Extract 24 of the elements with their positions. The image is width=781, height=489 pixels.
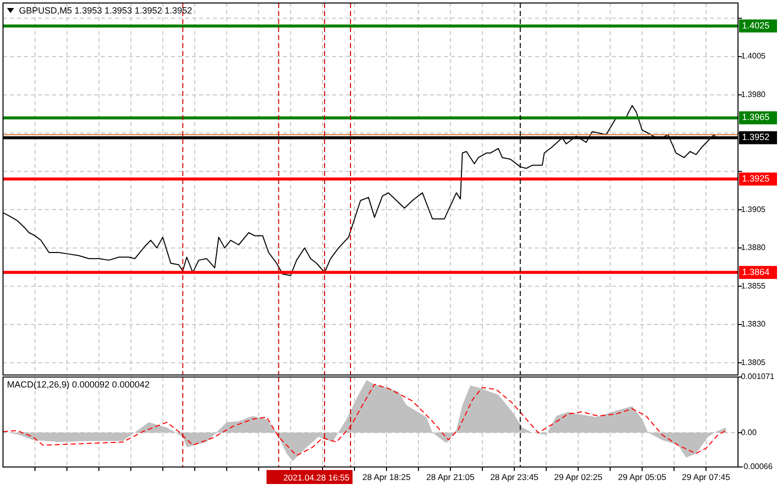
y-tick-label: 1.3880 (741, 243, 766, 252)
chart-title: GBPUSD,M5 1.3953 1.3953 1.3952 1.3952 (19, 5, 192, 16)
ref-line-label: 1.3864 (742, 266, 770, 277)
x-tick-label: 28 Apr 18:25 (362, 472, 411, 482)
ref-line-label: 1.3965 (742, 112, 770, 122)
y-tick-label: 1.3855 (741, 281, 766, 290)
x-tick-label: 28 Apr 23:45 (490, 472, 539, 482)
chart-title: MACD(12,26,9) 0.000092 0.000042 (7, 379, 150, 390)
y-tick-label: 1.3830 (741, 320, 766, 329)
x-tick-label: 29 Apr 07:45 (682, 472, 730, 482)
y-tick-label: -0.00066 (741, 462, 774, 472)
y-tick-label: 1.3905 (741, 204, 766, 214)
y-tick-label: 0.001071 (741, 372, 775, 382)
y-tick-label: 1.3980 (741, 90, 766, 99)
x-tick-label: 28 Apr 21:05 (426, 472, 475, 482)
ref-line-label: 1.4025 (742, 20, 770, 30)
ref-line-label: 1.3952 (742, 132, 770, 142)
x-tick-label: 29 Apr 02:25 (554, 472, 603, 482)
x-tick-label: 29 Apr 05:05 (618, 472, 666, 482)
ref-line-label: 2021.04.28 16:55 (283, 472, 350, 482)
ref-line-label: 1.3925 (742, 173, 770, 184)
y-tick-label: 1.4005 (741, 52, 766, 61)
y-tick-label: 1.3805 (741, 358, 766, 367)
y-tick-label: 0.00 (741, 428, 758, 437)
